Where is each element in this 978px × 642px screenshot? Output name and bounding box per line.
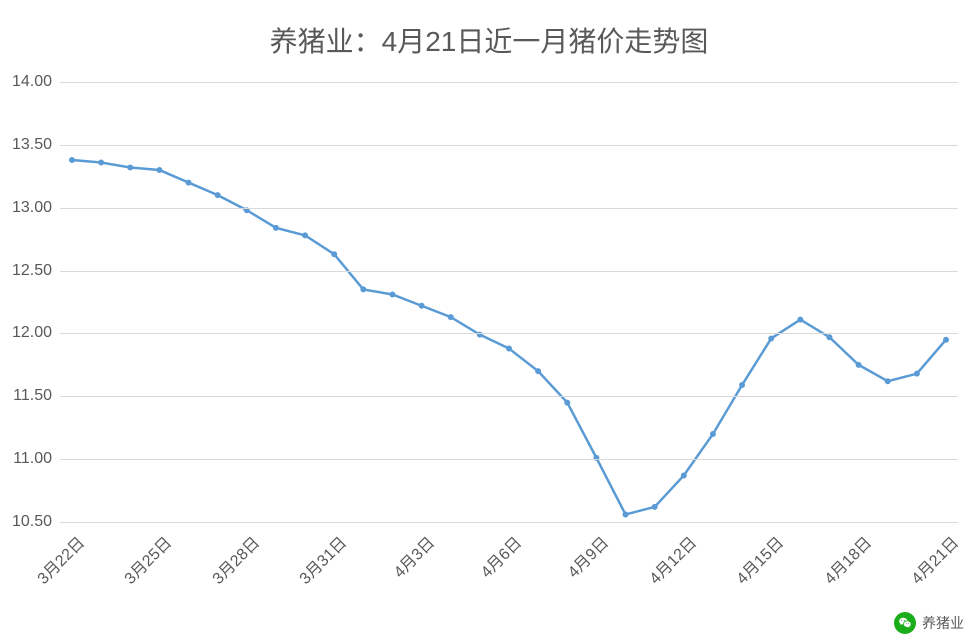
series-marker [623,512,628,517]
horizontal-gridline [60,459,958,460]
x-tick-label: 4月12日 [642,530,700,588]
x-tick-label: 4月9日 [561,530,613,582]
y-tick-label: 14.00 [12,73,52,91]
series-marker [419,303,424,308]
series-marker [70,157,75,162]
x-tick-label: 3月22日 [30,530,88,588]
series-marker [769,336,774,341]
line-layer [60,82,958,522]
y-tick-label: 11.00 [13,450,52,468]
series-marker [827,335,832,340]
x-tick-label: 3月25日 [118,530,176,588]
x-tick-label: 4月3日 [386,530,438,582]
horizontal-gridline [60,396,958,397]
y-tick-label: 13.00 [12,199,52,217]
series-marker [914,371,919,376]
y-tick-label: 11.50 [13,387,52,405]
series-marker [273,225,278,230]
series-marker [157,168,162,173]
y-tick-label: 10.50 [12,513,52,531]
watermark-label: 养猪业 [922,613,964,633]
y-tick-label: 12.50 [12,262,52,280]
plot-area: 10.5011.0011.5012.0012.5013.0013.5014.00… [60,82,958,522]
x-tick-label: 4月6日 [474,530,526,582]
series-line [72,160,946,515]
horizontal-gridline [60,208,958,209]
horizontal-gridline [60,145,958,146]
series-marker [128,165,133,170]
x-tick-label: 4月21日 [904,530,962,588]
series-marker [652,504,657,509]
series-marker [710,432,715,437]
horizontal-gridline [60,271,958,272]
horizontal-gridline [60,333,958,334]
y-tick-label: 13.50 [12,136,52,154]
x-tick-label: 4月18日 [817,530,875,588]
series-marker [99,160,104,165]
series-marker [507,346,512,351]
series-marker [390,292,395,297]
watermark: 养猪业 [894,612,964,634]
series-marker [448,315,453,320]
x-tick-label: 3月28日 [205,530,263,588]
y-tick-label: 12.00 [12,324,52,342]
series-marker [186,180,191,185]
horizontal-gridline [60,522,958,523]
wechat-icon [894,612,916,634]
chart-container: 养猪业：4月21日近一月猪价走势图 10.5011.0011.5012.0012… [0,0,978,642]
series-marker [740,382,745,387]
horizontal-gridline [60,82,958,83]
series-marker [536,369,541,374]
chart-title: 养猪业：4月21日近一月猪价走势图 [0,20,978,60]
series-marker [361,287,366,292]
series-marker [885,379,890,384]
x-tick-label: 3月31日 [293,530,351,588]
series-marker [856,362,861,367]
series-marker [944,337,949,342]
series-marker [798,317,803,322]
series-marker [303,233,308,238]
series-marker [215,193,220,198]
series-marker [565,400,570,405]
series-marker [332,252,337,257]
x-tick-label: 4月15日 [730,530,788,588]
series-marker [681,473,686,478]
